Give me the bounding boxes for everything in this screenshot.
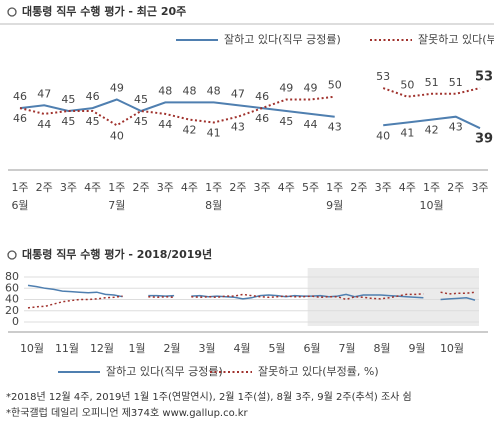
x-tick-label: 12월 [90, 342, 114, 355]
data-label: 51 [425, 76, 439, 89]
data-label: 48 [182, 84, 196, 97]
footnote: *2018년 12월 4주, 2019년 1월 1주(연말연시), 2월 1주(… [6, 391, 412, 403]
chart-title: 대통령 직무 수행 평가 - 최근 20주 [22, 4, 186, 18]
x-tick-label: 1주 [326, 181, 343, 194]
y-tick-label: 40 [5, 293, 19, 306]
title-icon [7, 7, 17, 17]
x-tick-label: 1주 [423, 181, 440, 194]
data-label: 45 [279, 115, 293, 128]
x-tick-label: 3주 [157, 181, 174, 194]
x-tick-label: 2주 [350, 181, 367, 194]
x-tick-label: 2월 [163, 342, 180, 355]
y-tick-label: 60 [5, 281, 19, 294]
data-label: 49 [304, 82, 318, 95]
data-label: 51 [449, 76, 463, 89]
y-tick-label: 20 [5, 304, 19, 317]
data-label: 42 [425, 124, 439, 137]
x-tick-label: 3월 [198, 342, 215, 355]
data-label: 47 [231, 87, 245, 100]
legend-label: 잘하고 있다(직무 긍정률) [106, 364, 223, 378]
data-label: 45 [61, 93, 75, 106]
x-tick-label: 5주 [302, 181, 319, 194]
data-label: 40 [110, 129, 124, 142]
chart-title: 대통령 직무 수행 평가 - 2018/2019년 [22, 247, 212, 261]
data-label: 42 [182, 124, 196, 137]
x-tick-label: 4주 [181, 181, 198, 194]
x-group-label: 7월 [108, 199, 125, 212]
data-label: 53 [475, 70, 493, 85]
y-tick-label: 0 [12, 315, 19, 328]
legend-label: 잘못하고 있다(부정률, %) [418, 32, 494, 46]
data-label: 45 [86, 115, 100, 128]
data-label: 40 [376, 129, 390, 142]
x-tick-label: 3주 [375, 181, 392, 194]
x-tick-label: 4주 [399, 181, 416, 194]
data-label: 44 [37, 118, 51, 131]
data-label: 50 [328, 79, 342, 92]
series-line [27, 284, 476, 301]
x-tick-label: 2주 [229, 181, 246, 194]
data-label: 41 [207, 126, 221, 139]
x-tick-label: 2주 [132, 181, 149, 194]
data-label: 45 [61, 115, 75, 128]
data-label: 44 [304, 118, 318, 131]
series-line [19, 98, 481, 130]
x-tick-label: 1주 [108, 181, 125, 194]
data-label: 50 [400, 79, 414, 92]
x-tick-label: 10월 [440, 342, 464, 355]
data-label: 43 [328, 121, 342, 134]
x-tick-label: 3주 [471, 181, 488, 194]
x-tick-label: 4월 [233, 342, 250, 355]
x-tick-label: 1주 [205, 181, 222, 194]
data-label: 47 [37, 87, 51, 100]
data-label: 53 [376, 70, 390, 83]
x-tick-label: 2주 [36, 181, 53, 194]
legend-label: 잘하고 있다(직무 긍정률) [224, 32, 341, 46]
data-label: 46 [13, 112, 27, 125]
data-label: 49 [110, 82, 124, 95]
data-label: 46 [255, 112, 269, 125]
data-label: 46 [86, 90, 100, 103]
x-group-label: 10월 [420, 199, 444, 212]
data-label: 45 [134, 93, 148, 106]
data-label: 48 [158, 84, 172, 97]
data-label: 41 [400, 126, 414, 139]
data-label: 45 [134, 115, 148, 128]
x-tick-label: 2주 [447, 181, 464, 194]
data-label: 46 [13, 90, 27, 103]
data-label: 43 [449, 121, 463, 134]
x-tick-label: 3주 [254, 181, 271, 194]
x-tick-label: 7월 [338, 342, 355, 355]
data-label: 49 [279, 82, 293, 95]
data-label: 48 [207, 84, 221, 97]
data-label: 39 [475, 132, 493, 147]
x-tick-label: 4주 [278, 181, 295, 194]
y-tick-label: 80 [5, 270, 19, 283]
x-tick-label: 5월 [268, 342, 285, 355]
data-label: 44 [158, 118, 172, 131]
x-tick-label: 8월 [373, 342, 390, 355]
footnote: *한국갤럽 데일리 오피니언 제374호 www.gallup.co.kr [6, 407, 249, 419]
x-group-label: 9월 [326, 199, 343, 212]
data-label: 43 [231, 121, 245, 134]
x-tick-label: 1월 [128, 342, 145, 355]
data-label: 46 [255, 90, 269, 103]
x-tick-label: 11월 [55, 342, 79, 355]
x-group-label: 8월 [205, 199, 222, 212]
title-icon [7, 250, 17, 260]
x-tick-label: 3주 [60, 181, 77, 194]
x-group-label: 6월 [11, 199, 28, 212]
x-tick-label: 1주 [11, 181, 28, 194]
x-tick-label: 10월 [20, 342, 44, 355]
series-line [19, 87, 481, 127]
x-tick-label: 9월 [408, 342, 425, 355]
legend-label: 잘못하고 있다(부정률, %) [258, 364, 379, 378]
x-tick-label: 4주 [84, 181, 101, 194]
x-tick-label: 6월 [303, 342, 320, 355]
